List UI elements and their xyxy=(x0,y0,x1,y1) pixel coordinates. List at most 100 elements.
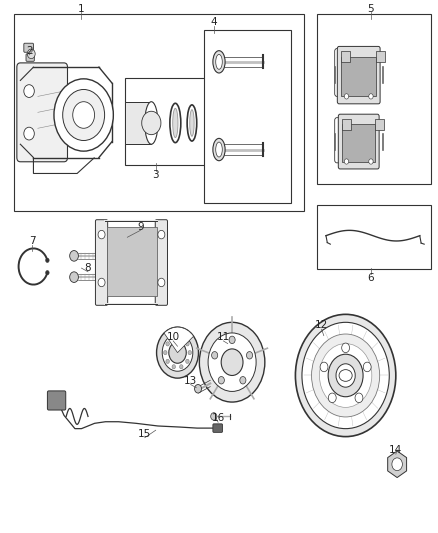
Bar xyxy=(107,227,157,296)
Circle shape xyxy=(199,322,265,402)
Ellipse shape xyxy=(339,369,352,381)
Text: 1: 1 xyxy=(78,4,85,14)
Circle shape xyxy=(212,352,218,359)
Circle shape xyxy=(295,314,396,437)
Circle shape xyxy=(24,85,34,98)
Circle shape xyxy=(46,258,49,262)
Bar xyxy=(317,205,431,269)
Circle shape xyxy=(70,251,78,261)
Ellipse shape xyxy=(213,51,225,73)
Circle shape xyxy=(328,393,336,402)
Bar xyxy=(375,119,384,130)
Circle shape xyxy=(229,336,235,344)
FancyBboxPatch shape xyxy=(17,63,67,162)
Circle shape xyxy=(166,342,170,346)
Text: 9: 9 xyxy=(137,222,144,232)
Text: 8: 8 xyxy=(85,263,92,272)
Text: 12: 12 xyxy=(315,320,328,330)
Bar xyxy=(317,14,431,184)
FancyBboxPatch shape xyxy=(213,424,223,432)
Circle shape xyxy=(70,272,78,282)
Circle shape xyxy=(328,354,363,397)
Circle shape xyxy=(180,336,183,341)
Text: 5: 5 xyxy=(367,4,374,14)
Circle shape xyxy=(240,376,246,384)
Circle shape xyxy=(46,271,49,275)
FancyBboxPatch shape xyxy=(155,220,167,305)
FancyBboxPatch shape xyxy=(26,54,34,61)
Ellipse shape xyxy=(170,103,181,143)
Circle shape xyxy=(344,159,349,164)
Circle shape xyxy=(369,94,373,99)
Bar xyxy=(376,51,385,62)
Circle shape xyxy=(142,111,161,135)
Circle shape xyxy=(342,343,350,353)
Circle shape xyxy=(211,413,217,420)
Circle shape xyxy=(166,359,170,364)
Text: 13: 13 xyxy=(184,376,197,386)
FancyBboxPatch shape xyxy=(338,114,379,169)
Ellipse shape xyxy=(187,105,197,141)
Ellipse shape xyxy=(190,110,194,136)
Circle shape xyxy=(156,327,198,378)
Circle shape xyxy=(392,458,403,471)
Circle shape xyxy=(208,333,256,391)
Circle shape xyxy=(344,94,349,99)
Text: 4: 4 xyxy=(210,17,217,27)
Circle shape xyxy=(186,342,189,346)
Circle shape xyxy=(247,352,253,359)
Text: 7: 7 xyxy=(29,236,35,246)
FancyBboxPatch shape xyxy=(24,43,33,52)
Circle shape xyxy=(221,349,243,375)
Text: 10: 10 xyxy=(166,332,180,342)
Circle shape xyxy=(158,278,165,287)
Circle shape xyxy=(172,365,176,369)
Text: 2: 2 xyxy=(26,46,32,56)
Circle shape xyxy=(73,102,95,128)
Circle shape xyxy=(158,230,165,239)
Circle shape xyxy=(355,393,363,402)
Circle shape xyxy=(169,342,186,364)
Circle shape xyxy=(218,376,224,384)
Bar xyxy=(341,51,350,62)
Circle shape xyxy=(302,322,389,429)
Circle shape xyxy=(319,344,372,407)
Text: 11: 11 xyxy=(217,332,230,342)
Circle shape xyxy=(336,364,355,387)
Circle shape xyxy=(363,362,371,372)
Circle shape xyxy=(186,359,189,364)
Circle shape xyxy=(24,127,34,140)
Ellipse shape xyxy=(216,142,222,157)
Ellipse shape xyxy=(216,54,222,69)
Circle shape xyxy=(172,336,176,341)
Ellipse shape xyxy=(173,108,178,138)
Text: 6: 6 xyxy=(367,273,374,283)
FancyBboxPatch shape xyxy=(47,391,66,410)
Bar xyxy=(342,124,375,161)
Text: 16: 16 xyxy=(212,413,225,423)
Bar xyxy=(204,30,291,203)
Bar xyxy=(125,102,151,144)
Text: 15: 15 xyxy=(138,429,152,439)
Circle shape xyxy=(98,278,105,287)
Circle shape xyxy=(162,334,193,371)
Bar xyxy=(341,56,376,96)
Circle shape xyxy=(180,365,183,369)
Circle shape xyxy=(188,351,191,355)
FancyBboxPatch shape xyxy=(95,220,108,305)
Circle shape xyxy=(63,90,105,141)
Circle shape xyxy=(27,49,35,59)
Circle shape xyxy=(369,159,373,164)
Circle shape xyxy=(54,79,113,151)
Bar xyxy=(125,78,208,165)
Ellipse shape xyxy=(213,139,225,161)
Circle shape xyxy=(311,334,380,417)
FancyBboxPatch shape xyxy=(337,46,380,104)
Text: 14: 14 xyxy=(389,445,403,455)
Circle shape xyxy=(98,230,105,239)
Circle shape xyxy=(320,362,328,372)
Wedge shape xyxy=(164,327,194,353)
Circle shape xyxy=(194,384,201,393)
Text: 3: 3 xyxy=(152,170,159,180)
Bar xyxy=(342,119,351,130)
